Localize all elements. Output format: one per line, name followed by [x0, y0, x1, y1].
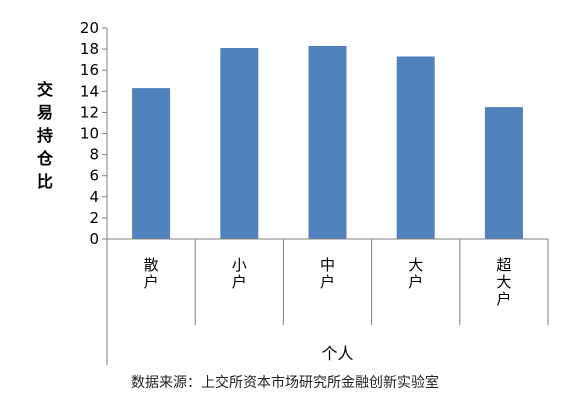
x-tick-label: 超大户	[496, 256, 511, 308]
y-tick-label: 18	[80, 40, 99, 58]
x-tick-label: 散户	[144, 256, 159, 291]
y-tick-label: 10	[80, 125, 99, 143]
y-tick-label: 4	[89, 188, 99, 206]
x-tick-label: 小户	[232, 256, 247, 291]
bar	[308, 45, 347, 240]
y-axis: 0 2 4 6 8 10 12 14 16 18 20	[80, 19, 108, 248]
x-axis: 散户 小户 中户 大户 超大户	[106, 238, 549, 365]
bar	[484, 107, 523, 239]
y-axis-label: 交易持仓比	[36, 80, 54, 191]
y-tick-label: 16	[80, 61, 99, 79]
y-tick-label: 6	[89, 167, 99, 185]
bars	[132, 45, 523, 240]
source-note: 数据来源：上交所资本市场研究所金融创新实验室	[131, 375, 439, 391]
x-axis-group-label: 个人	[321, 344, 353, 363]
y-tick-label: 14	[80, 82, 99, 100]
bar	[132, 88, 171, 239]
y-tick-label: 8	[89, 146, 99, 164]
y-axis-label-text: 交易持仓比	[36, 80, 54, 191]
y-tick-label: 0	[89, 230, 99, 248]
bar	[396, 56, 435, 239]
y-tick-label: 2	[89, 209, 99, 227]
bar	[220, 48, 259, 239]
y-tick-label: 12	[80, 103, 99, 121]
y-tick-label: 20	[80, 19, 99, 37]
x-tick-label: 大户	[408, 256, 423, 291]
x-tick-label: 中户	[320, 256, 335, 291]
